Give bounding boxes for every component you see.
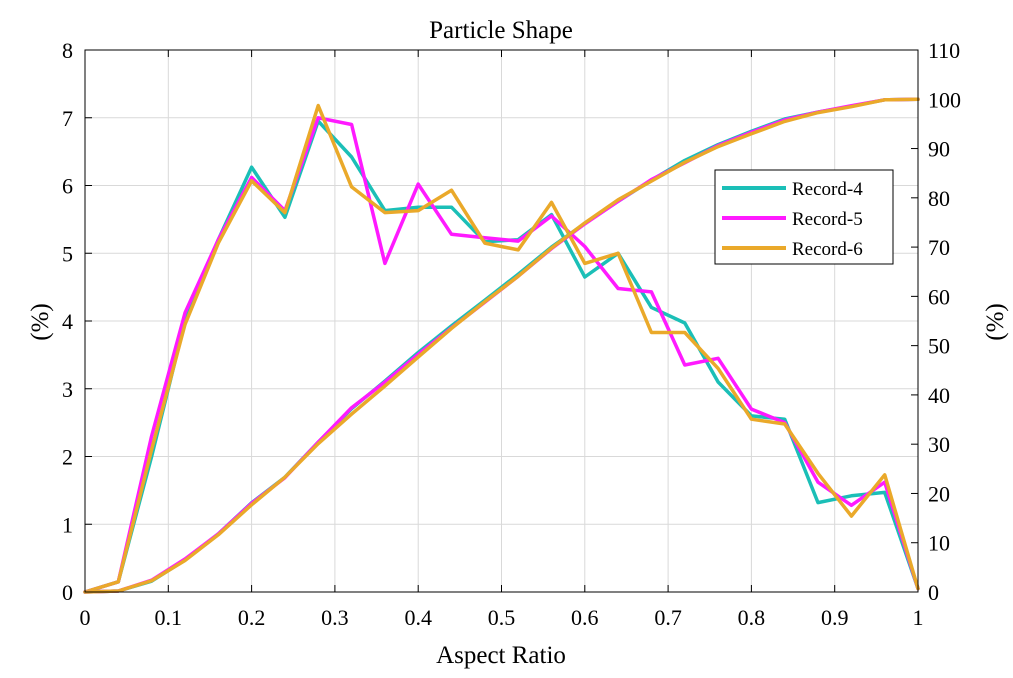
- y-left-tick-labels: 0 1 2 3 4 5 6 7 8: [62, 38, 73, 605]
- x-tick-label: 0.1: [155, 605, 183, 630]
- y-left-tick-label: 1: [62, 512, 73, 537]
- legend-label-record-4: Record-4: [792, 179, 863, 200]
- y-right-tick-label: 110: [928, 38, 960, 63]
- x-tick-label: 0.2: [238, 605, 266, 630]
- series-line-record-6: [83, 103, 920, 594]
- y-right-tick-label: 80: [928, 186, 950, 211]
- plot-series: [83, 97, 920, 594]
- y-right-tick-label: 70: [928, 235, 950, 260]
- x-tick-label: 0.6: [571, 605, 599, 630]
- x-tick-label: 0: [80, 605, 91, 630]
- y-right-tick-label: 100: [928, 87, 961, 112]
- x-tick-label: 0.7: [654, 605, 682, 630]
- x-tick-label: 0.5: [488, 605, 516, 630]
- y-right-tick-label: 20: [928, 481, 950, 506]
- y-left-tick-label: 7: [62, 106, 73, 131]
- legend: Record-4 Record-5 Record-6: [714, 169, 894, 265]
- y-axis-left-label: (%): [27, 303, 54, 340]
- x-tick-label: 1: [913, 605, 924, 630]
- y-left-tick-label: 5: [62, 241, 73, 266]
- grid-lines: [84, 49, 919, 593]
- y-right-tick-label: 0: [928, 580, 939, 605]
- x-axis-label: Aspect Ratio: [436, 642, 566, 669]
- y-left-tick-label: 2: [62, 445, 73, 470]
- x-tick-label: 0.4: [404, 605, 432, 630]
- y-right-tick-label: 40: [928, 383, 950, 408]
- y-right-tick-label: 50: [928, 334, 950, 359]
- y-right-tick-label: 30: [928, 432, 950, 457]
- y-right-tick-labels: 0 10 20 30 40 50 60 70 80 90 100 110: [928, 38, 961, 605]
- y-left-tick-label: 0: [62, 580, 73, 605]
- x-tick-labels: 0 0.1 0.2 0.3 0.4 0.5 0.6 0.7 0.8 0.9 1: [80, 605, 924, 630]
- y-left-tick-label: 8: [62, 38, 73, 63]
- chart-title: Particle Shape: [429, 17, 573, 44]
- series-line-record-6-cumulative: [83, 97, 920, 594]
- y-left-tick-label: 4: [62, 309, 73, 334]
- y-right-tick-label: 60: [928, 284, 950, 309]
- y-right-tick-label: 10: [928, 531, 950, 556]
- x-tick-label: 0.9: [821, 605, 849, 630]
- legend-label-record-5: Record-5: [792, 209, 863, 230]
- y-axis-right-label: (%): [982, 303, 1009, 340]
- y-left-tick-label: 6: [62, 174, 73, 199]
- x-tick-label: 0.8: [738, 605, 766, 630]
- plot-frame: [84, 49, 919, 593]
- y-left-tick-label: 3: [62, 377, 73, 402]
- x-tick-label: 0.3: [321, 605, 349, 630]
- legend-label-record-6: Record-6: [792, 239, 863, 260]
- y-right-tick-label: 90: [928, 137, 950, 162]
